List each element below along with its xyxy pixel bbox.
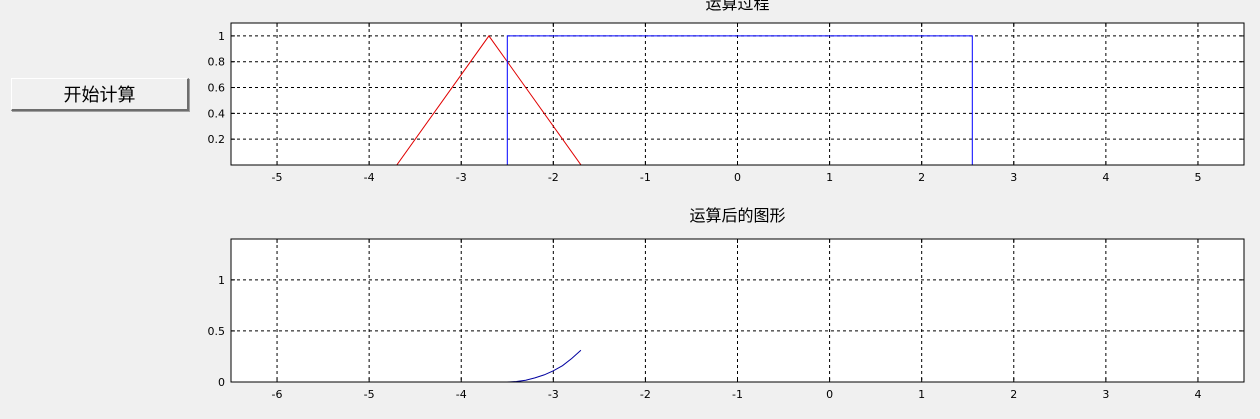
- x-tick-label: 4: [1102, 171, 1109, 184]
- x-tick-label: -1: [640, 171, 651, 184]
- plot-area: [231, 239, 1244, 382]
- plot-area: [231, 23, 1244, 165]
- chart-title: 运算过程: [705, 0, 769, 13]
- y-tick-label: 0: [218, 376, 225, 389]
- x-tick-label: 2: [1010, 388, 1017, 401]
- y-tick-label: 0.8: [208, 56, 226, 69]
- series-line-1: [396, 35, 582, 165]
- plot-border: [230, 238, 1245, 383]
- x-tick-label: -3: [456, 171, 467, 184]
- chart-1: -5 -4 -3 -2 -1 0 1 2 3 4 5 0.2 0.4 0.6 0.8 1 运算过程: [208, 0, 1245, 184]
- x-tick-label: 1: [826, 171, 833, 184]
- x-tick-label: 3: [1102, 388, 1109, 401]
- x-tick-label: 0: [826, 388, 833, 401]
- x-tick-label: -2: [640, 388, 651, 401]
- y-tick-label: 0.4: [208, 107, 226, 120]
- chart-2: -6 -5 -4 -3 -2 -1 0 1 2 3 4 0 0.5 1 运算后的图形: [208, 206, 1245, 401]
- x-tick-label: -3: [548, 388, 559, 401]
- x-tick-label: 5: [1194, 171, 1201, 184]
- x-tick-label: -4: [456, 388, 467, 401]
- y-tick-label: 0.2: [208, 133, 226, 146]
- x-tick-label: -2: [548, 171, 559, 184]
- x-tick-label: 2: [918, 171, 925, 184]
- x-tick-label: 0: [734, 171, 741, 184]
- x-tick-label: -4: [364, 171, 375, 184]
- x-tick-label: 3: [1010, 171, 1017, 184]
- start-calculation-button[interactable]: 开始计算: [11, 78, 189, 111]
- y-tick-label: 0.6: [208, 82, 226, 95]
- y-tick-label: 1: [218, 30, 225, 43]
- y-tick-label: 1: [218, 274, 225, 287]
- series-line-2: [506, 35, 973, 165]
- chart-title: 运算后的图形: [689, 206, 785, 225]
- y-tick-label: 0.5: [208, 325, 226, 338]
- x-tick-label: 4: [1194, 388, 1201, 401]
- plot-border: [230, 22, 1245, 166]
- x-tick-label: 1: [918, 388, 925, 401]
- x-tick-label: -6: [272, 388, 283, 401]
- x-tick-label: -1: [732, 388, 743, 401]
- x-tick-label: -5: [364, 388, 375, 401]
- x-tick-label: -5: [272, 171, 283, 184]
